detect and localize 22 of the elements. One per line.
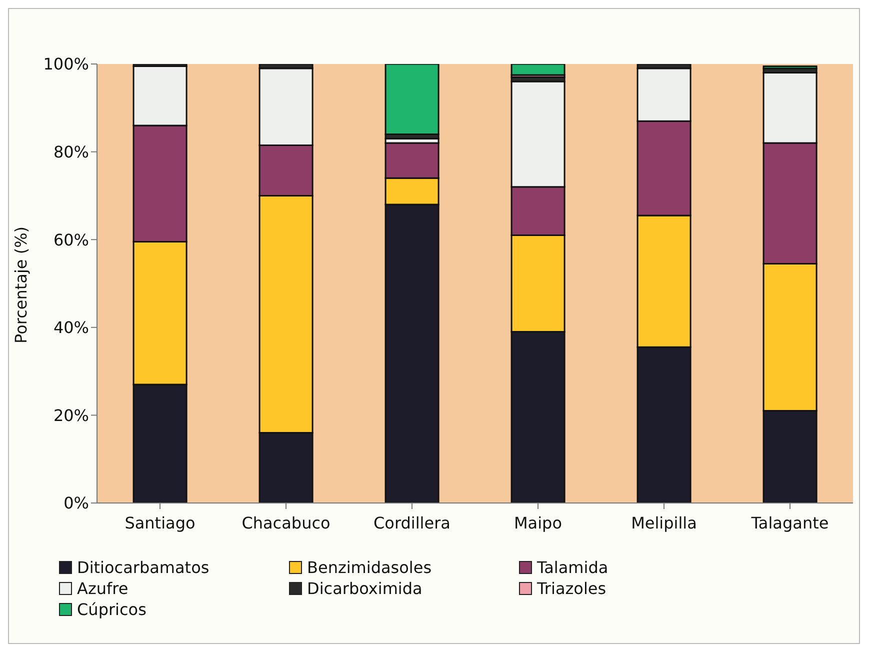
y-tick-label: 0% bbox=[64, 494, 89, 513]
x-tick-label: Santiago bbox=[124, 513, 196, 532]
y-tick-label: 20% bbox=[53, 406, 89, 425]
x-tick-label: Talagante bbox=[750, 513, 829, 532]
y-axis-title: Porcentaje (%) bbox=[12, 226, 31, 344]
legend-label: Azufre bbox=[77, 579, 128, 598]
bar bbox=[510, 64, 566, 76]
legend-label: Dicarboximida bbox=[307, 579, 422, 598]
x-tick-label: Maipo bbox=[514, 513, 562, 532]
y-tick-label: 80% bbox=[53, 142, 89, 162]
y-tick-label: 40% bbox=[53, 318, 89, 338]
x-tick-label: Melipilla bbox=[631, 513, 697, 532]
legend-label: Triazoles bbox=[537, 579, 606, 598]
y-tick-label: 100% bbox=[43, 54, 89, 74]
x-tick-label: Chacabuco bbox=[242, 513, 330, 532]
x-tick-label: Cordillera bbox=[374, 513, 450, 532]
bar bbox=[762, 65, 818, 70]
legend-label: Cúpricos bbox=[77, 600, 146, 619]
y-tick-label: 60% bbox=[53, 230, 89, 250]
legend-label: Benzimidasoles bbox=[307, 558, 432, 577]
legend-label: Ditiocarbamatos bbox=[77, 558, 210, 577]
legend-label: Talamida bbox=[537, 558, 608, 577]
